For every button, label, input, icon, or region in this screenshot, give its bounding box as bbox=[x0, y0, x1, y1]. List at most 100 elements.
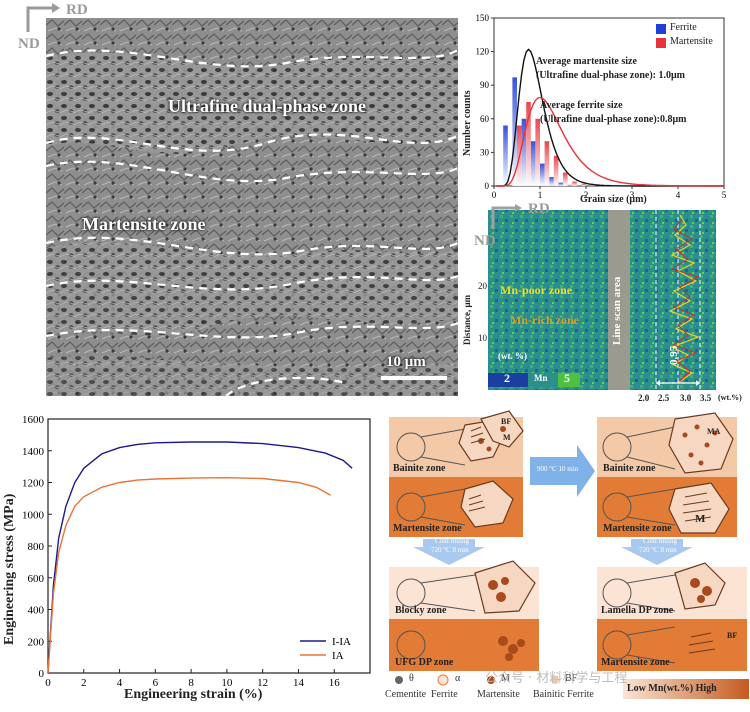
ss-frame bbox=[47, 418, 371, 674]
schem-ia-1: 720 °C 8 min bbox=[431, 546, 469, 554]
eds-xunit: (wt.%) bbox=[718, 393, 742, 402]
annot-martensite-2: (Ultrafine dual-phase zone): 1.0μm bbox=[536, 70, 685, 81]
hist-ytick-label-2: 60 bbox=[480, 114, 490, 124]
ss-xtick-label-6: 12 bbox=[257, 677, 268, 689]
ss-ytick-label-4: 800 bbox=[28, 541, 45, 553]
ss-ylabel: Engineering stress (MPa) bbox=[2, 493, 17, 645]
scale-elem: Mn bbox=[534, 373, 548, 383]
eds-axes-icon bbox=[491, 204, 522, 229]
schem-arrow-heat: 900 °C 10 min bbox=[537, 465, 579, 473]
zone-label-ultrafine: Ultrafine dual-phase zone bbox=[168, 96, 366, 116]
scale-bar-label: 10 μm bbox=[386, 354, 426, 370]
rd-nd-axes-icon bbox=[26, 3, 60, 32]
hist-ytick-label-4: 120 bbox=[476, 47, 490, 57]
hist-ytick-label-3: 90 bbox=[480, 80, 490, 90]
scale-bar-line bbox=[381, 376, 447, 380]
ss-line-i-ia bbox=[47, 441, 353, 674]
hist-xlabel: Grain size (μm) bbox=[580, 194, 647, 205]
schem-m-1: M bbox=[503, 433, 511, 442]
hist-ytick-label-5: 150 bbox=[476, 13, 490, 23]
legend-theta: θ bbox=[409, 673, 414, 684]
hist-bar-martensite-5 bbox=[553, 155, 559, 186]
ss-xtick-label-0: 0 bbox=[45, 677, 51, 689]
hist-bar-martensite-7 bbox=[572, 181, 577, 186]
ss-xtick-label-4: 8 bbox=[188, 677, 194, 689]
legend-mn-bar: Low Mn(wt.%) High bbox=[627, 683, 717, 694]
nd-label: ND bbox=[18, 36, 40, 52]
hist-bar-ferrite-7 bbox=[567, 184, 573, 186]
ss-line-ia bbox=[47, 476, 331, 674]
hist-xtick-label-4: 4 bbox=[676, 190, 681, 200]
hist-xtick-label-1: 1 bbox=[538, 190, 543, 200]
ss-ytick-label-3: 600 bbox=[28, 573, 45, 585]
sem-texture bbox=[46, 18, 458, 396]
hist-ytick-label-1: 30 bbox=[480, 147, 490, 157]
ss-xtick-label-2: 4 bbox=[117, 677, 123, 689]
annot-ferrite-2: (Ultrafine dual-phase zone):0.8μm bbox=[540, 114, 687, 125]
schem-m-2: M bbox=[695, 513, 706, 525]
stress-strain-svg: 0 200 400 600 800 1000 1200 1400 1600 0 2 4 6 8 10 12 14… bbox=[22, 414, 371, 689]
legend-ferrite-label: Ferrite bbox=[670, 22, 697, 33]
legend-martensite-label: Martensite bbox=[670, 36, 713, 47]
legend-bainitic-ferrite: Bainitic Ferrite bbox=[533, 689, 594, 700]
grain-size-histogram: 0 30 60 90 120 150 0 1 2 3 4 5 Number counts Grain … bbox=[460, 8, 745, 208]
hist-bar-ferrite-0 bbox=[503, 125, 508, 186]
schem-bf: BF bbox=[501, 417, 512, 426]
sem-micrograph: Ultrafine dual-phase zone Martensite zon… bbox=[46, 18, 458, 396]
legend-ferrite-swatch bbox=[656, 24, 666, 34]
eds-svg bbox=[488, 210, 716, 390]
schem-lamella: Lamella DP zone bbox=[601, 605, 674, 616]
legend-cementite: Cementite bbox=[385, 689, 427, 700]
schem-ma: MA bbox=[707, 427, 721, 436]
legend-m: M bbox=[501, 673, 510, 684]
eds-xtick-2: 3.0 bbox=[680, 393, 692, 403]
ss-xtick-label-8: 16 bbox=[329, 677, 341, 689]
mn-poor-label: Mn-poor zone bbox=[500, 283, 573, 297]
hist-xtick-label-0: 0 bbox=[492, 190, 497, 200]
ss-xtick-label-5: 10 bbox=[221, 677, 233, 689]
schem-martensite-1: Martensite zone bbox=[393, 523, 462, 534]
hist-fit-martensite bbox=[496, 96, 724, 187]
zone-label-martensite: Martensite zone bbox=[82, 214, 206, 234]
ss-ytick-label-2: 400 bbox=[28, 605, 45, 617]
hist-bar-ferrite-6 bbox=[558, 182, 563, 186]
schem-martensite-3: Martensite zone bbox=[601, 657, 670, 668]
eds-ytick-10: 10 bbox=[478, 333, 487, 343]
hist-xtick-label-3: 3 bbox=[630, 190, 635, 200]
stress-strain-chart: 0 200 400 600 800 1000 1200 1400 1600 0 2 4 6 8 10 12 14… bbox=[0, 405, 385, 707]
schem-ufg: UFG DP zone bbox=[395, 657, 454, 668]
hist-bar-martensite-9 bbox=[590, 184, 596, 186]
hist-bar-ferrite-2 bbox=[521, 118, 527, 186]
ss-ytick-label-6: 1200 bbox=[22, 478, 45, 490]
scale-min: 2 bbox=[504, 371, 510, 385]
schem-ia-2: 720 °C 8 min bbox=[639, 546, 677, 554]
schem-bainite-2: Bainite zone bbox=[603, 463, 656, 474]
annot-ferrite-1: Average ferrite size bbox=[540, 100, 623, 111]
ss-ytick-label-1: 200 bbox=[28, 636, 45, 648]
eds-mn-map: RD ND Mn-poor zone Mn-rich zone Line sca… bbox=[460, 201, 750, 405]
hist-bar-ferrite-4 bbox=[540, 163, 545, 186]
scale-max: 5 bbox=[564, 371, 570, 385]
schem-bf-2: BF bbox=[727, 631, 738, 640]
annot-martensite-1: Average martensite size bbox=[536, 56, 637, 67]
hist-bar-ferrite-1 bbox=[512, 77, 517, 186]
hist-bar-martensite-6 bbox=[563, 172, 568, 186]
hist-bar-martensite-4 bbox=[544, 141, 550, 186]
ss-xtick-label-1: 2 bbox=[81, 677, 87, 689]
line-scan-label: Line scan area bbox=[611, 276, 623, 345]
ss-legend-label-ia: IA bbox=[332, 650, 344, 662]
eds-rd-label: RD bbox=[528, 201, 550, 217]
eds-xtick-3: 3.5 bbox=[700, 393, 712, 403]
wt-label: (wt. %) bbox=[498, 351, 527, 361]
legend-martensite-swatch bbox=[656, 38, 666, 48]
microstructure-schematic: Bainite zone Martensite zone Bainite zon… bbox=[385, 405, 750, 707]
ss-xtick-label-3: 6 bbox=[153, 677, 159, 689]
schem-cold-2: Cold rolling bbox=[643, 537, 678, 545]
schem-blocky: Blocky zone bbox=[395, 605, 447, 616]
hist-xtick-label-5: 5 bbox=[722, 190, 727, 200]
hist-bar-martensite-3 bbox=[535, 118, 540, 186]
hist-ytick-label-0: 0 bbox=[485, 181, 490, 191]
hist-bar-ferrite-5 bbox=[549, 177, 554, 186]
legend-bf: BF bbox=[565, 673, 578, 684]
hist-ylabel: Number counts bbox=[462, 90, 473, 156]
